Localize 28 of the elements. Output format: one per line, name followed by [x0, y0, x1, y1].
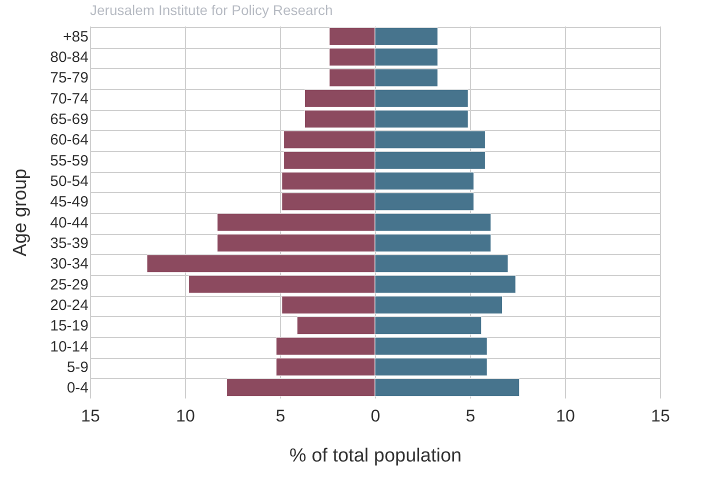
- x-axis-title: % of total population: [289, 446, 462, 466]
- y-tick-label: 45-49: [50, 194, 88, 211]
- x-tick-label: 5: [466, 406, 476, 426]
- text: Jerusalem Institute for Policy Research: [90, 2, 333, 18]
- y-tick-label: 50-54: [50, 173, 88, 190]
- y-axis-title: Age group: [10, 168, 32, 256]
- y-tick-label: 15-19: [50, 318, 88, 335]
- y-tick-label: 35-39: [50, 234, 88, 252]
- x-tick-label: 10: [176, 406, 195, 426]
- x-tick-label: 15: [651, 406, 670, 426]
- y-tick-label: 60-64: [50, 132, 88, 149]
- y-tick-label: +85: [63, 28, 88, 46]
- y-tick-label: 40-44: [50, 214, 88, 232]
- y-tick-label: 70-74: [50, 90, 88, 108]
- x-tick-label: 10: [556, 406, 575, 426]
- y-tick-label: 20-24: [50, 296, 88, 314]
- y-tick-label: 25-29: [50, 276, 88, 294]
- y-tick-label: 5-9: [66, 358, 88, 376]
- x-tick-label: 0: [370, 406, 380, 426]
- y-tick-label: 10-14: [50, 338, 88, 356]
- y-tick-label: 55-59: [50, 152, 88, 170]
- y-tick-label: 30-34: [50, 256, 88, 273]
- y-tick-label: 80-84: [50, 49, 88, 66]
- x-tick-label: 5: [276, 406, 286, 426]
- y-tick-label: 65-69: [50, 111, 88, 128]
- y-tick-label: 75-79: [50, 70, 88, 87]
- x-tick-label: 15: [81, 406, 100, 426]
- y-tick-label: 0-4: [66, 380, 88, 397]
